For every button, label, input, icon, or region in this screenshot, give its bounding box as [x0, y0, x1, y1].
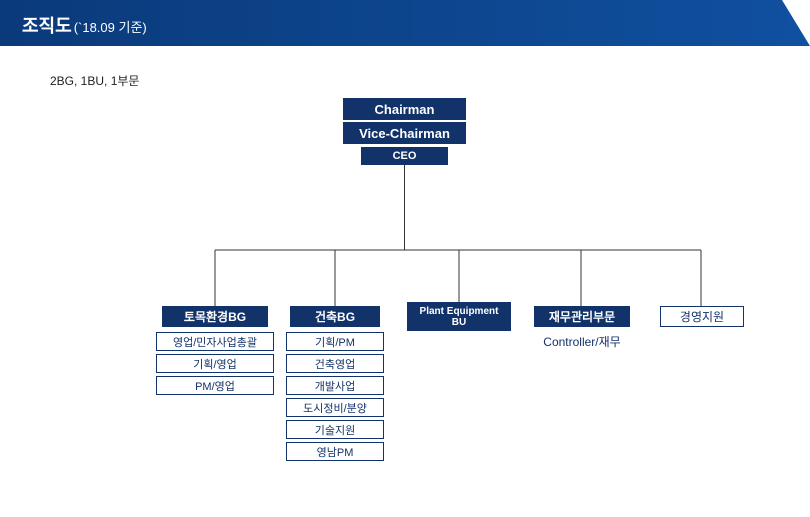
org-chart: ChairmanVice-ChairmanCEO토목환경BG영업/민자사업총괄기… [0, 90, 810, 510]
sub-d2-1: 건축영업 [286, 354, 384, 373]
dept-d2: 건축BG [290, 306, 380, 327]
dept-d4: 재무관리부문 [534, 306, 630, 327]
dept-d1: 토목환경BG [162, 306, 268, 327]
sub-d1-0: 영업/민자사업총괄 [156, 332, 274, 351]
node-chairman: Chairman [343, 98, 466, 120]
summary-text: 2BG, 1BU, 1부문 [50, 72, 139, 89]
page-title: 조직도 [22, 12, 72, 38]
dept-d5: 경영지원 [660, 306, 744, 327]
node-ceo: CEO [361, 147, 448, 165]
sub-d2-4: 기술지원 [286, 420, 384, 439]
sub-d2-0: 기획/PM [286, 332, 384, 351]
node-vice-chairman: Vice-Chairman [343, 122, 466, 144]
sub-d2-2: 개발사업 [286, 376, 384, 395]
sub-d1-2: PM/영업 [156, 376, 274, 395]
header-band: 조직도(`18.09 기준) [0, 0, 810, 46]
sub-d4-txt-0: Controller/재무 [524, 332, 640, 351]
sub-d2-3: 도시정비/분양 [286, 398, 384, 417]
sub-d2-5: 영남PM [286, 442, 384, 461]
dept-d3: Plant Equipment BU [407, 302, 511, 331]
page-title-sub: (`18.09 기준) [74, 20, 147, 35]
sub-d1-1: 기획/영업 [156, 354, 274, 373]
